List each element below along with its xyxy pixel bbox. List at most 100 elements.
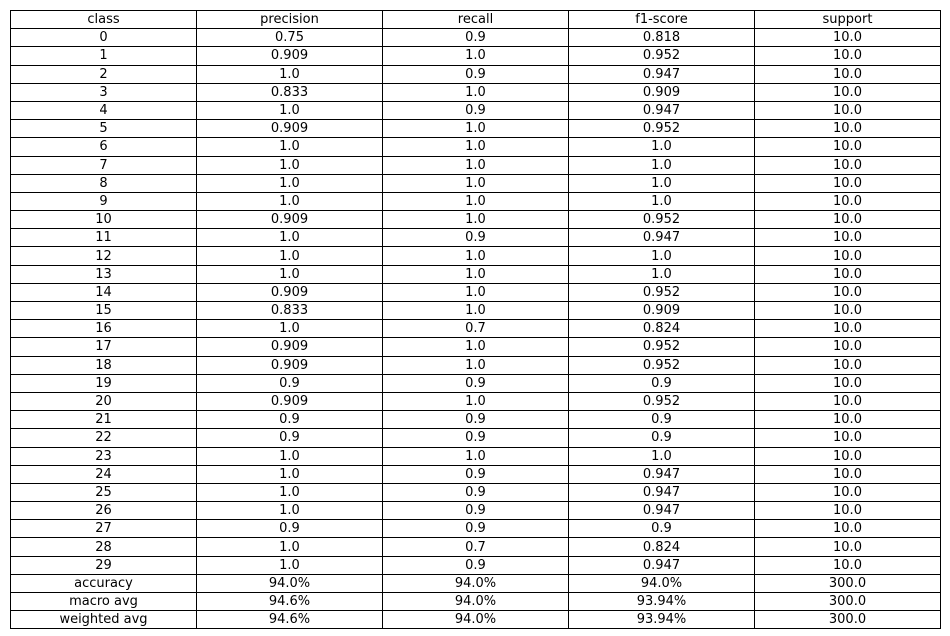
table-cell-recall: 1.0 bbox=[382, 119, 569, 139]
table-row: 19 0.9 0.9 0.9 10.0 bbox=[10, 373, 941, 393]
table-cell-precision: 1.0 bbox=[196, 555, 383, 575]
table-cell-support: 10.0 bbox=[754, 373, 941, 393]
column-header-support: support bbox=[754, 9, 941, 30]
table-cell-precision: 0.909 bbox=[196, 337, 383, 357]
table-cell-precision: 1.0 bbox=[196, 228, 383, 248]
table-cell-support: 10.0 bbox=[754, 391, 941, 412]
table-row: 15 0.833 1.0 0.909 10.0 bbox=[10, 300, 941, 321]
table-cell-precision: 0.9 bbox=[196, 410, 383, 430]
table-cell-support: 10.0 bbox=[754, 300, 941, 321]
table-cell-recall: 0.9 bbox=[382, 64, 569, 84]
table-cell-f1-score: 0.824 bbox=[568, 319, 755, 339]
table-cell-class: 22 bbox=[10, 428, 197, 448]
table-cell-class: 19 bbox=[10, 373, 197, 393]
table-cell-precision: 1.0 bbox=[196, 155, 383, 175]
table-cell-class: 21 bbox=[10, 410, 197, 430]
table-cell-support: 10.0 bbox=[754, 501, 941, 521]
table-cell-f1-score: 0.947 bbox=[568, 555, 755, 575]
table-cell-precision: 94.6% bbox=[196, 591, 383, 612]
table-cell-class: 12 bbox=[10, 246, 197, 266]
table-cell-precision: 0.909 bbox=[196, 119, 383, 139]
table-cell-precision: 0.9 bbox=[196, 519, 383, 539]
table-row: 25 1.0 0.9 0.947 10.0 bbox=[10, 482, 941, 503]
table-cell-f1-score: 1.0 bbox=[568, 446, 755, 466]
table-cell-support: 10.0 bbox=[754, 446, 941, 466]
table-row: 8 1.0 1.0 1.0 10.0 bbox=[10, 173, 941, 193]
table-cell-support: 10.0 bbox=[754, 173, 941, 193]
table-cell-class: 5 bbox=[10, 119, 197, 139]
table-cell-support: 10.0 bbox=[754, 482, 941, 503]
table-cell-support: 10.0 bbox=[754, 28, 941, 48]
table-cell-f1-score: 0.947 bbox=[568, 501, 755, 521]
table-cell-precision: 1.0 bbox=[196, 191, 383, 212]
table-cell-precision: 1.0 bbox=[196, 64, 383, 84]
table-cell-class: 4 bbox=[10, 100, 197, 121]
table-cell-support: 10.0 bbox=[754, 246, 941, 266]
table-row: macro avg 94.6% 94.0% 93.94% 300.0 bbox=[10, 591, 941, 612]
table-row: 26 1.0 0.9 0.947 10.0 bbox=[10, 501, 941, 521]
table-cell-f1-score: 1.0 bbox=[568, 155, 755, 175]
table-cell-f1-score: 0.952 bbox=[568, 337, 755, 357]
table-cell-f1-score: 0.9 bbox=[568, 519, 755, 539]
table-cell-recall: 0.9 bbox=[382, 501, 569, 521]
table-row: 23 1.0 1.0 1.0 10.0 bbox=[10, 446, 941, 466]
table-cell-f1-score: 0.9 bbox=[568, 410, 755, 430]
table-cell-f1-score: 1.0 bbox=[568, 246, 755, 266]
table-cell-f1-score: 0.9 bbox=[568, 373, 755, 393]
table-cell-precision: 0.75 bbox=[196, 28, 383, 48]
table-cell-recall: 1.0 bbox=[382, 391, 569, 412]
table-cell-class: 24 bbox=[10, 464, 197, 484]
table-cell-recall: 1.0 bbox=[382, 355, 569, 375]
table-row: 28 1.0 0.7 0.824 10.0 bbox=[10, 537, 941, 557]
table-cell-recall: 0.9 bbox=[382, 100, 569, 121]
table-cell-recall: 1.0 bbox=[382, 191, 569, 212]
table-cell-precision: 1.0 bbox=[196, 264, 383, 284]
table-cell-precision: 1.0 bbox=[196, 482, 383, 503]
table-cell-support: 10.0 bbox=[754, 537, 941, 557]
table-cell-precision: 0.9 bbox=[196, 428, 383, 448]
table-row: 20 0.909 1.0 0.952 10.0 bbox=[10, 391, 941, 412]
table-cell-recall: 0.9 bbox=[382, 373, 569, 393]
table-cell-class: 29 bbox=[10, 555, 197, 575]
table-cell-class: 27 bbox=[10, 519, 197, 539]
table-cell-f1-score: 1.0 bbox=[568, 264, 755, 284]
table-cell-f1-score: 0.909 bbox=[568, 300, 755, 321]
table-cell-precision: 0.833 bbox=[196, 300, 383, 321]
table-cell-class: 23 bbox=[10, 446, 197, 466]
table-row: 5 0.909 1.0 0.952 10.0 bbox=[10, 119, 941, 139]
table-row: 7 1.0 1.0 1.0 10.0 bbox=[10, 155, 941, 175]
table-cell-class: accuracy bbox=[10, 573, 197, 594]
table-cell-f1-score: 94.0% bbox=[568, 573, 755, 594]
table-cell-support: 10.0 bbox=[754, 410, 941, 430]
table-row: 13 1.0 1.0 1.0 10.0 bbox=[10, 264, 941, 284]
table-cell-f1-score: 0.952 bbox=[568, 46, 755, 66]
table-cell-recall: 94.0% bbox=[382, 610, 569, 630]
table-row: 2 1.0 0.9 0.947 10.0 bbox=[10, 64, 941, 84]
table-cell-class: 18 bbox=[10, 355, 197, 375]
table-row: 3 0.833 1.0 0.909 10.0 bbox=[10, 82, 941, 102]
table-cell-recall: 0.9 bbox=[382, 410, 569, 430]
table-cell-class: 9 bbox=[10, 191, 197, 212]
table-cell-f1-score: 0.947 bbox=[568, 64, 755, 84]
table-cell-support: 10.0 bbox=[754, 191, 941, 212]
table-cell-precision: 0.909 bbox=[196, 46, 383, 66]
table-row: 10 0.909 1.0 0.952 10.0 bbox=[10, 210, 941, 230]
table-cell-recall: 94.0% bbox=[382, 573, 569, 594]
table-row: 12 1.0 1.0 1.0 10.0 bbox=[10, 246, 941, 266]
table-cell-class: 1 bbox=[10, 46, 197, 66]
table-cell-support: 10.0 bbox=[754, 464, 941, 484]
table-cell-recall: 1.0 bbox=[382, 173, 569, 193]
table-cell-precision: 1.0 bbox=[196, 446, 383, 466]
table-cell-support: 10.0 bbox=[754, 228, 941, 248]
table-row: 0 0.75 0.9 0.818 10.0 bbox=[10, 28, 941, 48]
table-row: weighted avg 94.6% 94.0% 93.94% 300.0 bbox=[10, 610, 941, 630]
table-cell-precision: 94.0% bbox=[196, 573, 383, 594]
table-cell-recall: 0.9 bbox=[382, 28, 569, 48]
table-cell-f1-score: 0.952 bbox=[568, 210, 755, 230]
table-cell-precision: 0.909 bbox=[196, 282, 383, 303]
table-cell-class: 10 bbox=[10, 210, 197, 230]
table-cell-recall: 1.0 bbox=[382, 337, 569, 357]
table-cell-recall: 1.0 bbox=[382, 210, 569, 230]
column-header-f1-score: f1-score bbox=[568, 9, 755, 30]
table-cell-support: 10.0 bbox=[754, 46, 941, 66]
